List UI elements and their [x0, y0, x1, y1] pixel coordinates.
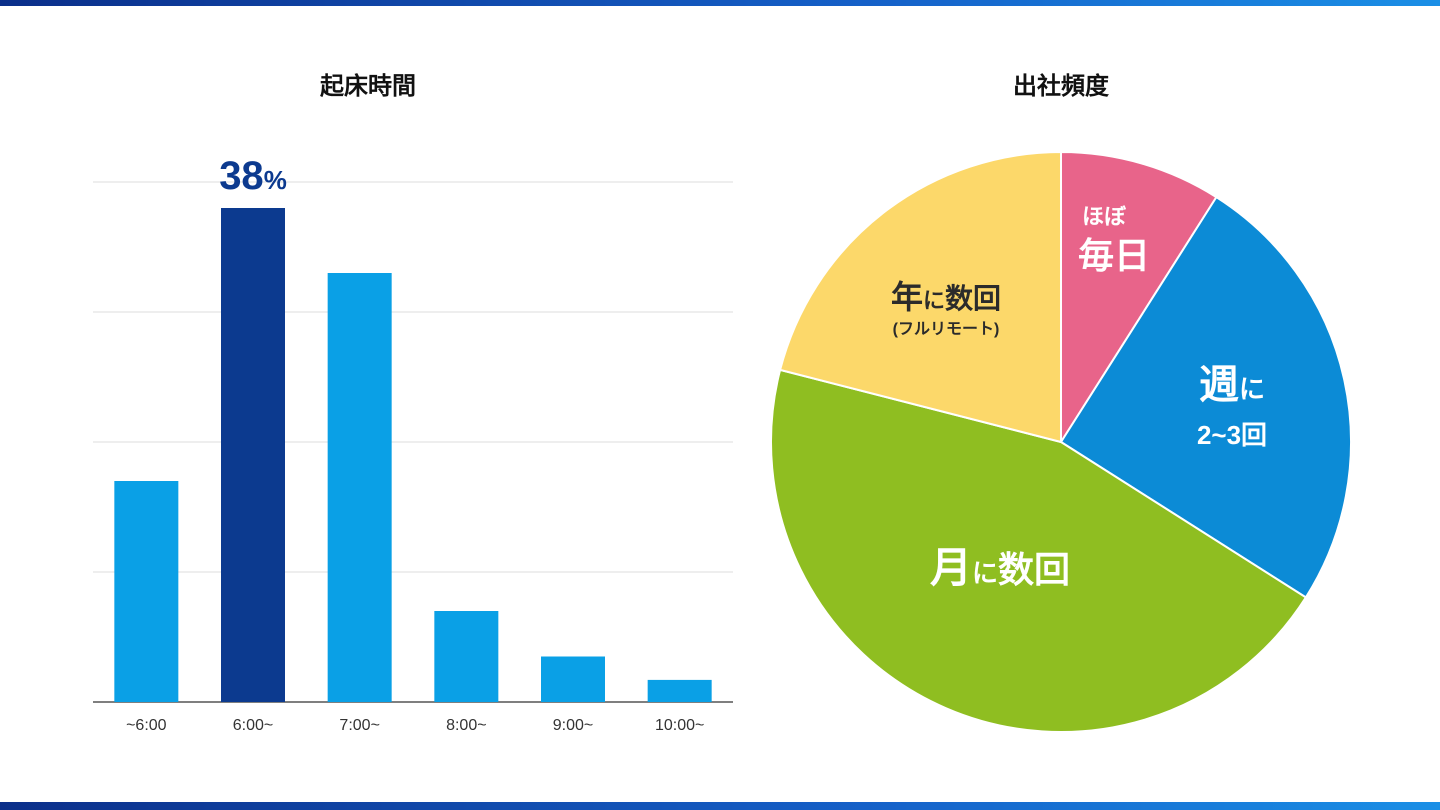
pie-label-main: 毎日 [1078, 235, 1150, 276]
pie-slice-2 [1059, 195, 1352, 599]
pie-chart-title: 出社頻度 [1013, 73, 1109, 100]
x-tick-label: 10:00~ [655, 717, 704, 734]
pie-label-main: 年に数回 [891, 279, 1001, 315]
bar-6 [647, 679, 712, 702]
x-tick-label: 6:00~ [233, 717, 273, 734]
pie-label-main: 週に [1199, 363, 1265, 407]
x-tick-label: ~6:00 [126, 717, 167, 734]
pie-slice-3 [770, 368, 1308, 733]
bar-4 [434, 611, 499, 702]
highlight-data-label: 38% [219, 154, 287, 198]
x-tick-label: 7:00~ [339, 717, 379, 734]
pie-label-sub: (フルリモート) [893, 321, 1000, 338]
pie-label-small: ほぼ [1082, 204, 1127, 229]
x-tick-label: 8:00~ [446, 717, 486, 734]
bar-3 [327, 273, 392, 702]
bottom-accent-stripe [0, 802, 1440, 810]
bar-5 [541, 656, 605, 702]
pie-label-sub: 2~3回 [1197, 420, 1267, 450]
pie-slice-4 [778, 150, 1062, 444]
bar-1 [114, 481, 179, 702]
top-accent-stripe [0, 0, 1440, 6]
bar-chart: ~6:00 6:00~ 38% 7:00~ 8:00~ 9:00~ 10:00~ [93, 154, 733, 734]
bar-chart-title: 起床時間 [320, 73, 416, 100]
pie-label-main: 月に数回 [930, 544, 1070, 591]
bar-2 [221, 208, 285, 702]
pie-slice-1 [1060, 150, 1218, 446]
x-tick-label: 9:00~ [553, 717, 593, 734]
